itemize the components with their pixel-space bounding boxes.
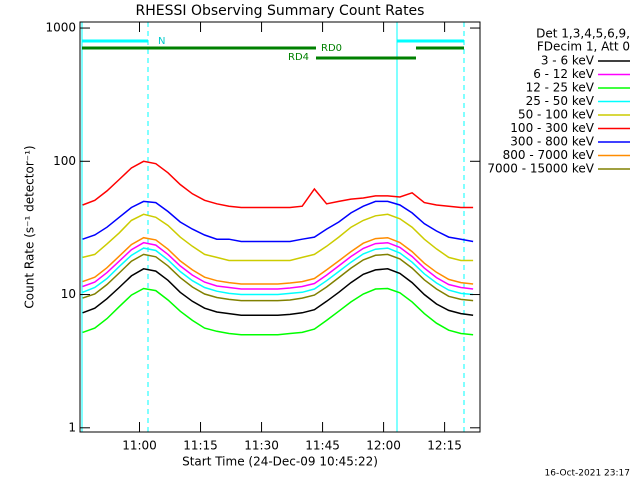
series-line bbox=[82, 253, 474, 302]
legend-label: 6 - 12 keV bbox=[533, 67, 595, 81]
legend-label: 25 - 50 keV bbox=[526, 94, 595, 108]
series-line bbox=[82, 247, 474, 296]
x-tick-label: 11:45 bbox=[305, 439, 340, 453]
annotation: RD0 bbox=[321, 43, 342, 54]
series-line bbox=[82, 268, 474, 316]
series-line bbox=[82, 236, 474, 285]
x-tick-label: 11:00 bbox=[122, 439, 157, 453]
x-tick-label: 12:15 bbox=[427, 439, 462, 453]
y-tick-label: 10 bbox=[61, 287, 76, 301]
x-tick-label: 11:30 bbox=[244, 439, 279, 453]
x-tick-label: 12:00 bbox=[366, 439, 401, 453]
legend-header: Det 1,3,4,5,6,9, bbox=[536, 27, 630, 41]
legend-label: 100 - 300 keV bbox=[510, 121, 594, 135]
legend-label: 800 - 7000 keV bbox=[503, 148, 595, 162]
legend-label: 7000 - 15000 keV bbox=[487, 162, 594, 176]
legend-label: 3 - 6 keV bbox=[541, 54, 595, 68]
series-line bbox=[82, 200, 474, 243]
legend-label: 300 - 800 keV bbox=[510, 135, 594, 149]
y-tick-label: 1000 bbox=[45, 21, 76, 35]
x-axis-label: Start Time (24-Dec-09 10:45:22) bbox=[182, 455, 378, 469]
series-line bbox=[82, 287, 474, 336]
y-axis-label: Count Rate (s⁻¹ detector⁻¹) bbox=[23, 145, 37, 308]
annotation: N bbox=[158, 36, 165, 47]
series-line bbox=[82, 213, 474, 262]
legend-label: 12 - 25 keV bbox=[526, 81, 595, 95]
footer: 16-Oct-2021 23:17 bbox=[545, 469, 630, 479]
series-line bbox=[82, 160, 474, 209]
annotation: RD4 bbox=[288, 52, 309, 63]
series-line bbox=[82, 241, 474, 290]
y-tick-label: 100 bbox=[53, 154, 76, 168]
plot-frame bbox=[79, 21, 481, 433]
legend-header: FDecim 1, Att 0 bbox=[537, 40, 630, 54]
y-tick-label: 1 bbox=[68, 420, 76, 434]
legend-label: 50 - 100 keV bbox=[518, 108, 595, 122]
chart-title: RHESSI Observing Summary Count Rates bbox=[136, 3, 425, 19]
x-tick-label: 11:15 bbox=[183, 439, 218, 453]
